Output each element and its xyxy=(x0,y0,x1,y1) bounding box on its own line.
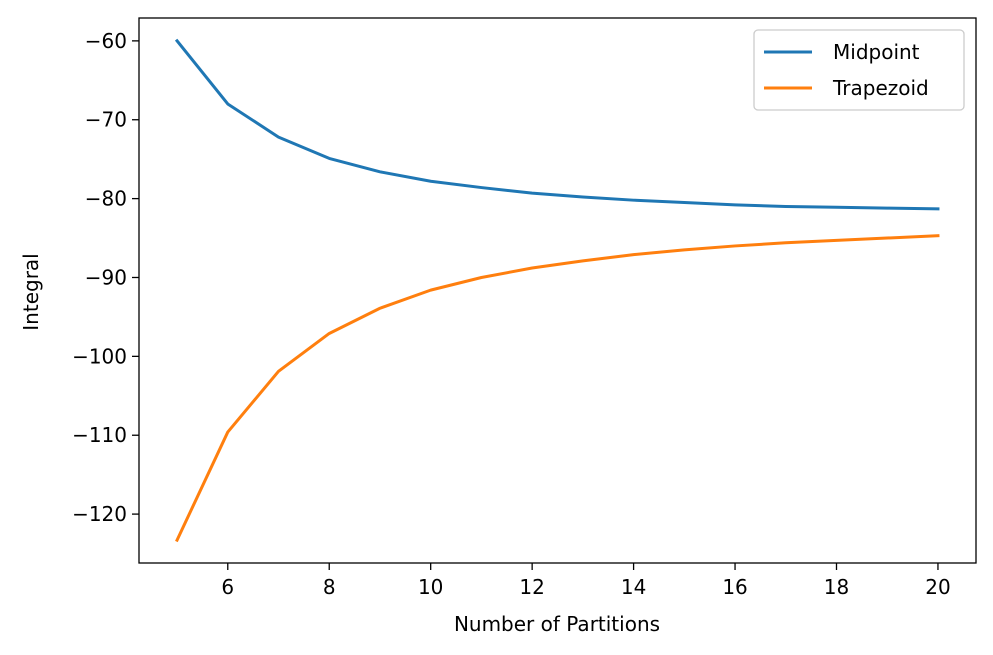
y-axis-ticks: −60 −70 −80 −90 −100 −110 −120 xyxy=(72,29,139,526)
y-tick-label: −90 xyxy=(85,265,127,289)
legend-label-trapezoid: Trapezoid xyxy=(832,76,929,100)
y-tick-label: −70 xyxy=(85,108,127,132)
axes-border xyxy=(138,17,977,564)
x-tick-label: 14 xyxy=(621,575,646,599)
y-tick-label: −60 xyxy=(85,29,127,53)
y-axis-label: Integral xyxy=(19,253,43,330)
legend-box xyxy=(753,29,965,111)
series-line-trapezoid xyxy=(175,234,940,543)
x-tick-label: 8 xyxy=(323,575,336,599)
x-tick-label: 12 xyxy=(519,575,544,599)
x-tick-label: 6 xyxy=(221,575,234,599)
x-axis-ticks: 6 8 10 12 14 16 18 20 xyxy=(221,563,951,599)
legend-label-midpoint: Midpoint xyxy=(833,40,920,64)
y-tick-label: −100 xyxy=(72,344,127,368)
y-tick-label: −120 xyxy=(72,502,127,526)
x-tick-label: 16 xyxy=(722,575,747,599)
legend: Midpoint Trapezoid xyxy=(753,29,965,111)
x-axis-label: Number of Partitions xyxy=(454,612,660,636)
y-tick-label: −80 xyxy=(85,187,127,211)
series-line-midpoint xyxy=(174,38,940,211)
x-tick-label: 10 xyxy=(418,575,443,599)
x-tick-label: 18 xyxy=(824,575,849,599)
y-tick-label: −110 xyxy=(72,423,127,447)
axes-frame xyxy=(138,17,977,564)
x-tick-label: 20 xyxy=(925,575,950,599)
series-layer xyxy=(174,38,940,543)
